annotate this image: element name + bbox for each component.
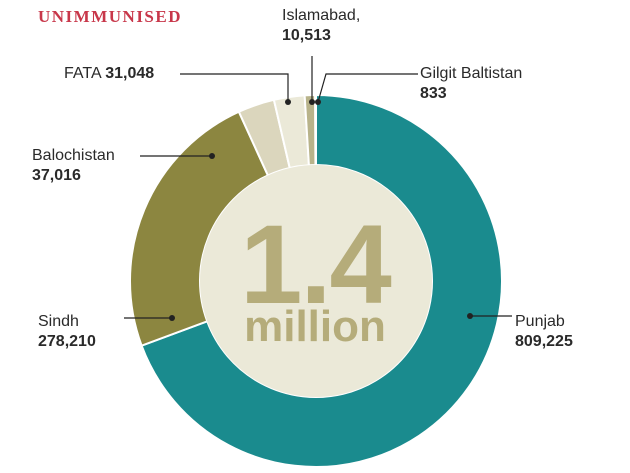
slice-gilgit: [314, 93, 317, 167]
label-sindh: Sindh 278,210: [38, 313, 96, 350]
donut-ring: [129, 93, 503, 468]
leader-islamabad: [309, 56, 315, 105]
label-punjab: Punjab 809,225: [515, 313, 573, 350]
leader-gilgit: [315, 73, 418, 105]
label-gilgit: Gilgit Baltistan 833: [420, 65, 523, 102]
label-islamabad: Islamabad, 10,513: [282, 7, 361, 44]
leader-fata: [180, 73, 291, 105]
leader-balochistan: [140, 153, 215, 159]
leader-sindh: [124, 315, 175, 321]
inner-disc: [200, 165, 432, 397]
chart-title: UNIMMUNISED: [38, 7, 182, 26]
label-balochistan: Balochistan 37,016: [32, 147, 115, 184]
center-unit: million: [244, 302, 386, 351]
leader-punjab: [467, 313, 512, 319]
label-fata: FATA 31,048: [64, 65, 155, 82]
center-value: 1.4: [240, 202, 392, 327]
